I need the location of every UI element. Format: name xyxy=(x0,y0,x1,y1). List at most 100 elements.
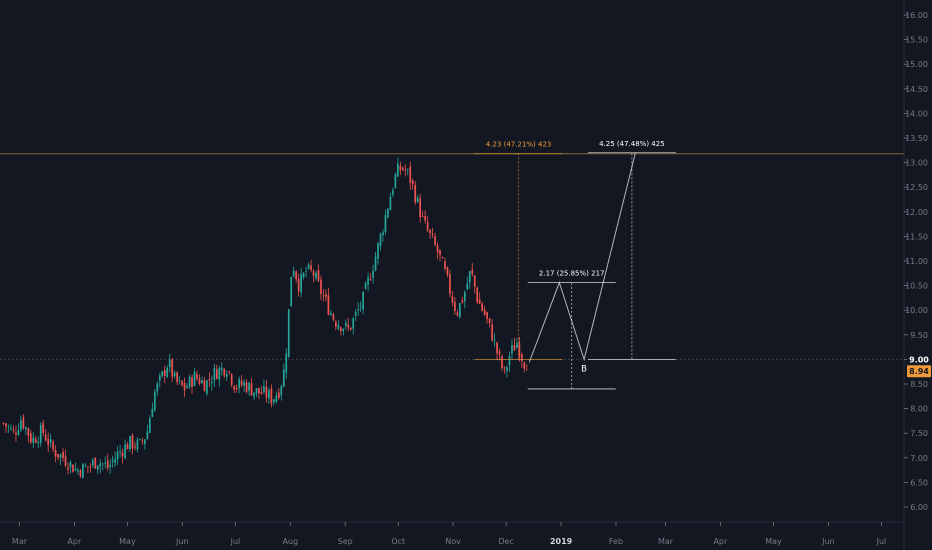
candle-body-125 xyxy=(312,271,315,276)
horizontal-lines xyxy=(0,153,904,360)
candle-body-11 xyxy=(29,433,32,443)
candle-body-119 xyxy=(297,278,300,292)
candle-body-16 xyxy=(42,423,45,434)
candle-body-112 xyxy=(280,386,283,396)
candle-body-57 xyxy=(144,439,146,445)
candle-body-141 xyxy=(352,318,355,329)
candle-body-85 xyxy=(213,368,216,381)
candle-body-200 xyxy=(498,351,501,355)
y-tick-label-5: 8.50 xyxy=(910,380,928,389)
candle-body-153 xyxy=(382,232,384,236)
candle-body-94 xyxy=(235,387,238,390)
candle-body-12 xyxy=(32,437,35,444)
candle-body-93 xyxy=(233,385,236,390)
candle-body-52 xyxy=(131,435,134,449)
x-tick-label-14: May xyxy=(765,537,782,546)
candle-body-109 xyxy=(273,399,275,403)
candle-body-64 xyxy=(161,371,164,377)
candle-body-66 xyxy=(166,367,169,377)
candle-body-39 xyxy=(99,463,102,467)
candle-body-25 xyxy=(64,456,67,466)
candle-body-145 xyxy=(362,291,364,310)
candle-body-190 xyxy=(473,275,476,287)
candle-body-92 xyxy=(230,374,233,385)
candle-body-47 xyxy=(119,451,121,453)
candle-body-84 xyxy=(211,381,213,384)
candle-body-144 xyxy=(359,306,362,308)
candle-body-75 xyxy=(188,376,191,388)
x-tick-label-9: Dec xyxy=(498,537,513,546)
x-tick-label-6: Sep xyxy=(338,537,353,546)
candle-body-65 xyxy=(163,370,166,376)
candle-body-111 xyxy=(277,392,280,398)
candle-body-185 xyxy=(461,300,464,303)
candle-body-170 xyxy=(424,216,426,221)
candle-body-23 xyxy=(59,454,62,458)
candle-body-56 xyxy=(141,440,144,442)
candle-body-105 xyxy=(263,386,265,393)
x-tick-label-1: Apr xyxy=(67,537,82,546)
time-axis[interactable]: Mar Apr May Jun Jul Aug Sep Oct Nov Dec 2019 Feb Mar… xyxy=(0,521,904,546)
candle-body-18 xyxy=(47,438,50,445)
candle-body-24 xyxy=(62,452,64,459)
y-tick-label-15: 13.50 xyxy=(905,134,928,143)
candle-body-3 xyxy=(10,427,12,430)
candle-body-202 xyxy=(503,367,506,369)
candle-body-206 xyxy=(513,345,516,351)
candle-body-135 xyxy=(337,325,340,329)
x-tick-label-11: Feb xyxy=(609,537,623,546)
price-badge-bg-0 xyxy=(907,353,931,366)
candle-body-77 xyxy=(193,371,196,387)
x-tick-label-2: May xyxy=(119,537,136,546)
candle-body-97 xyxy=(243,382,245,386)
candle-body-83 xyxy=(208,379,211,381)
candle-body-143 xyxy=(357,308,360,311)
price-badge-bg-1 xyxy=(907,365,931,378)
x-tick-label-0: Mar xyxy=(12,537,28,546)
measure-label-0: 4.23 (47.21%) 423 xyxy=(486,141,552,149)
candle-body-193 xyxy=(481,303,484,311)
y-tick-label-7: 9.50 xyxy=(910,331,928,340)
candle-body-142 xyxy=(354,311,357,317)
candle-body-132 xyxy=(330,312,332,315)
candle-body-6 xyxy=(17,430,20,435)
candle-body-68 xyxy=(171,359,174,377)
candle-body-174 xyxy=(434,236,436,245)
candle-body-102 xyxy=(255,388,258,394)
x-tick-label-4: Jul xyxy=(230,537,241,546)
candle-body-44 xyxy=(111,460,114,462)
candle-body-10 xyxy=(27,428,30,436)
candle-body-2 xyxy=(7,426,10,428)
candle-body-181 xyxy=(451,296,454,303)
candle-body-177 xyxy=(441,257,444,259)
candle-body-188 xyxy=(468,271,471,283)
candle-body-78 xyxy=(196,373,198,379)
candle-body-130 xyxy=(325,294,327,297)
candle-body-33 xyxy=(84,466,87,467)
candle-body-208 xyxy=(518,342,521,358)
candle-body-186 xyxy=(463,292,466,302)
candle-body-110 xyxy=(275,395,278,402)
candle-body-79 xyxy=(198,378,201,384)
candle-body-96 xyxy=(240,380,243,386)
y-tick-label-11: 11.50 xyxy=(905,232,928,241)
candle-body-201 xyxy=(501,356,503,369)
candle-body-7 xyxy=(20,420,22,430)
y-tick-label-14: 13.00 xyxy=(905,159,928,168)
candle-body-108 xyxy=(270,388,273,404)
candle-body-178 xyxy=(444,261,446,269)
candle-body-127 xyxy=(317,269,320,281)
candle-body-118 xyxy=(295,271,298,280)
y-tick-label-20: 16.00 xyxy=(905,11,928,20)
candle-body-69 xyxy=(173,372,176,376)
x-tick-label-3: Jun xyxy=(175,537,189,546)
candle-body-22 xyxy=(57,453,59,458)
candle-body-5 xyxy=(15,432,17,435)
candle-body-101 xyxy=(253,392,255,397)
candle-body-171 xyxy=(426,222,429,231)
candle-body-158 xyxy=(394,174,397,188)
candle-body-48 xyxy=(121,452,124,457)
y-tick-label-1: 6.50 xyxy=(910,478,928,487)
